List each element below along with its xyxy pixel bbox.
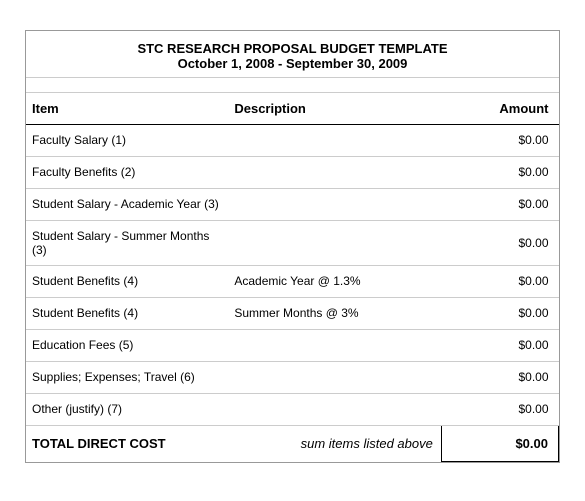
header-amount: Amount (441, 92, 558, 124)
cell-amount: $0.00 (441, 188, 558, 220)
cell-amount: $0.00 (441, 265, 558, 297)
total-amount: $0.00 (441, 425, 558, 461)
cell-item: Student Salary - Academic Year (3) (26, 188, 228, 220)
total-description: sum items listed above (228, 425, 441, 461)
table-row: Other (justify) (7) $0.00 (26, 393, 559, 425)
cell-description: Summer Months @ 3% (228, 297, 441, 329)
cell-amount: $0.00 (441, 361, 558, 393)
title-line2: October 1, 2008 - September 30, 2009 (26, 56, 559, 71)
cell-amount: $0.00 (441, 156, 558, 188)
cell-amount: $0.00 (441, 329, 558, 361)
table-row: Faculty Salary (1) $0.00 (26, 124, 559, 156)
budget-sheet: STC RESEARCH PROPOSAL BUDGET TEMPLATE Oc… (25, 30, 560, 463)
cell-item: Faculty Salary (1) (26, 124, 228, 156)
cell-description (228, 329, 441, 361)
cell-item: Faculty Benefits (2) (26, 156, 228, 188)
cell-description (228, 156, 441, 188)
cell-item: Student Benefits (4) (26, 297, 228, 329)
table-row: Student Salary - Academic Year (3) $0.00 (26, 188, 559, 220)
table-row: Student Salary - Summer Months (3) $0.00 (26, 220, 559, 265)
cell-description (228, 361, 441, 393)
total-row: TOTAL DIRECT COST sum items listed above… (26, 425, 559, 461)
header-description: Description (228, 92, 441, 124)
spacer-row (26, 78, 559, 92)
cell-amount: $0.00 (441, 297, 558, 329)
table-body: Faculty Salary (1) $0.00 Faculty Benefit… (26, 124, 559, 425)
table-row: Supplies; Expenses; Travel (6) $0.00 (26, 361, 559, 393)
cell-item: Education Fees (5) (26, 329, 228, 361)
table-row: Faculty Benefits (2) $0.00 (26, 156, 559, 188)
header-item: Item (26, 92, 228, 124)
table-row: Student Benefits (4) Summer Months @ 3% … (26, 297, 559, 329)
table-row: Student Benefits (4) Academic Year @ 1.3… (26, 265, 559, 297)
table-row: Education Fees (5) $0.00 (26, 329, 559, 361)
budget-table: Item Description Amount Faculty Salary (… (26, 78, 559, 462)
title-line1: STC RESEARCH PROPOSAL BUDGET TEMPLATE (26, 41, 559, 56)
cell-description (228, 188, 441, 220)
title-block: STC RESEARCH PROPOSAL BUDGET TEMPLATE Oc… (26, 31, 559, 78)
cell-item: Student Salary - Summer Months (3) (26, 220, 228, 265)
cell-description (228, 220, 441, 265)
cell-amount: $0.00 (441, 393, 558, 425)
header-row: Item Description Amount (26, 92, 559, 124)
cell-item: Student Benefits (4) (26, 265, 228, 297)
cell-amount: $0.00 (441, 124, 558, 156)
cell-amount: $0.00 (441, 220, 558, 265)
cell-item: Other (justify) (7) (26, 393, 228, 425)
cell-description (228, 124, 441, 156)
cell-description (228, 393, 441, 425)
cell-item: Supplies; Expenses; Travel (6) (26, 361, 228, 393)
cell-description: Academic Year @ 1.3% (228, 265, 441, 297)
total-label: TOTAL DIRECT COST (26, 425, 228, 461)
